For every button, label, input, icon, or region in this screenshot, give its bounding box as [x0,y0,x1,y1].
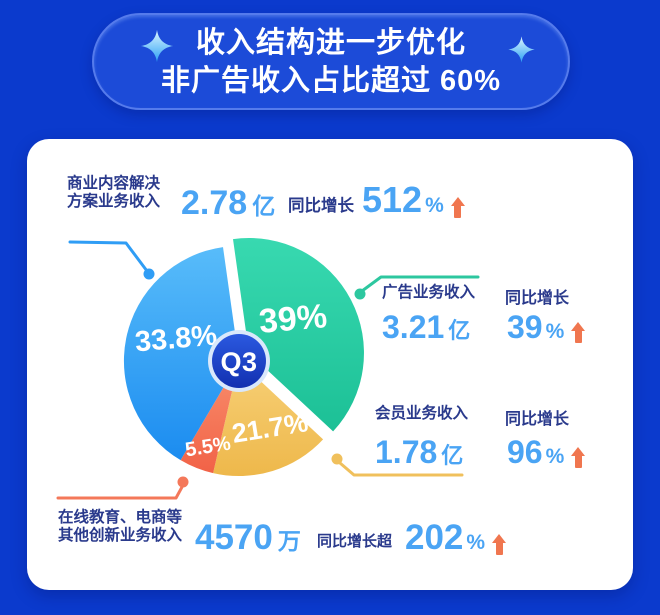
innovation-value-unit: 万 [277,528,301,554]
pie-slice-label: 39% [257,297,328,341]
growth-up-arrow-icon [450,197,465,218]
pie-chart: 39%21.7%5.5%33.8%Q3 [56,237,480,500]
membership-growth-unit: % [545,445,565,468]
ads-growth-unit: % [545,320,565,343]
membership-label: 会员业务收入 [375,405,469,422]
ads-label: 广告业务收入 [382,284,476,301]
commercial-value: 2.78 亿 [181,186,275,220]
leader-line [360,275,480,293]
commercial-label-line2: 方案业务收入 [67,192,161,210]
leader-line [338,461,464,477]
commercial-label-line1: 商业内容解决 [67,175,161,192]
commercial-label: 商业内容解决 方案业务收入 [67,175,160,210]
leader-dot [177,476,189,488]
innovation-value: 4570 万 [195,520,301,555]
membership-growth: 96 % [507,434,586,470]
membership-growth-number: 96 [507,434,543,470]
leader-line [68,240,149,273]
commercial-growth-label: 同比增长 [288,197,354,215]
q3-badge-label: Q3 [220,347,257,377]
growth-up-arrow-icon [492,534,507,555]
innovation-growth: 202 % [405,518,507,557]
commercial-value-number: 2.78 [181,184,248,222]
ads-growth-number: 39 [507,309,543,345]
innovation-growth-unit: % [466,531,486,554]
pie-slice-1 [233,237,364,432]
membership-value-number: 1.78 [375,434,438,470]
q3-badge [212,334,266,388]
commercial-growth-unit: % [425,194,444,217]
leader-dot [143,268,155,280]
sparkle-icon [508,36,535,63]
ads-value: 3.21 亿 [382,311,470,343]
growth-up-arrow-icon [571,447,586,468]
ads-growth-label: 同比增长 [505,290,570,307]
ads-value-number: 3.21 [382,309,445,345]
header-title-line1: 收入结构进一步优化 [195,27,466,59]
growth-up-arrow-icon [571,322,586,343]
innovation-label: 在线教育、电商等 其他创新业务收入 [58,509,182,544]
membership-value-unit: 亿 [441,443,464,468]
commercial-growth-number: 512 [362,179,423,220]
membership-value: 1.78 亿 [375,436,463,468]
commercial-value-unit: 亿 [252,193,276,219]
pie-slice-4 [123,247,239,461]
ads-growth: 39 % [507,309,586,345]
header-banner: 收入结构进一步优化 非广告收入占比超过 60% [92,13,570,110]
chart-card: 39% 21.7% 5.5% 33.8% Q3 商业内容解决 方案业务收入 2.78 亿… [27,139,633,590]
sparkle-icon [140,29,174,63]
innovation-growth-number: 202 [405,518,464,557]
innovation-value-number: 4570 [195,518,273,557]
header-title-line2: 非广告收入占比超过 60% [160,65,502,97]
membership-growth-label: 同比增长 [505,411,570,428]
innovation-label-line1: 在线教育、电商等 [58,509,183,526]
pie-slice-label: 33.8% [134,319,219,358]
innovation-growth-label: 同比增长超 [317,533,393,550]
leader-dot [354,288,366,300]
leader-dot [331,453,343,465]
commercial-growth: 512 % [362,182,465,218]
leader-line [56,485,184,500]
pie-slice-3 [180,361,239,474]
ads-value-unit: 亿 [448,318,471,343]
innovation-label-line2: 其他创新业务收入 [58,526,183,544]
